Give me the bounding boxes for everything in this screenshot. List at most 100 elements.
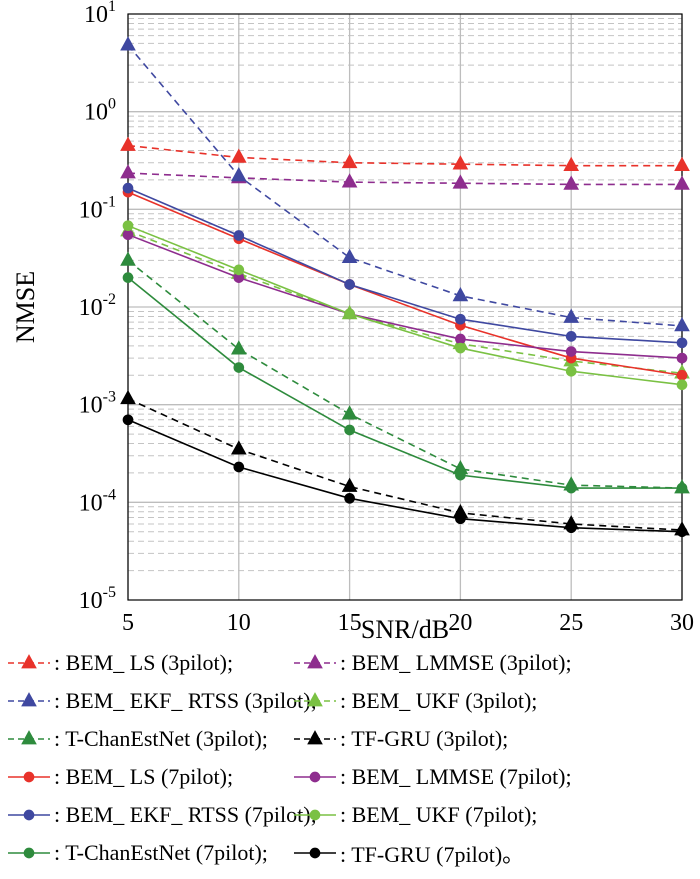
- data-point-circle: [344, 279, 355, 290]
- legend-item: : TF-GRU (3pilot);: [292, 722, 508, 756]
- legend-item: : T-ChanEstNet (3pilot);: [6, 722, 268, 756]
- data-point-circle: [676, 526, 688, 538]
- data-point-circle: [23, 771, 35, 783]
- legend-swatch: [294, 692, 336, 707]
- legend-label: : T-ChanEstNet (3pilot);: [54, 726, 268, 751]
- series-line: [127, 419, 683, 533]
- data-point-triangle: [230, 148, 247, 163]
- legend-swatch: [8, 809, 50, 821]
- data-point-circle: [344, 492, 355, 504]
- data-point-triangle: [674, 175, 690, 190]
- series-3: [120, 36, 690, 332]
- data-point-triangle: [230, 440, 247, 455]
- data-point-circle: [344, 424, 355, 436]
- data-point-circle: [233, 264, 245, 276]
- data-point-triangle: [563, 175, 580, 190]
- data-point-triangle: [230, 167, 247, 182]
- data-point-triangle: [341, 405, 358, 420]
- data-point-circle: [455, 469, 466, 481]
- data-point-triangle: [452, 286, 469, 302]
- data-point-circle: [344, 308, 355, 320]
- y-tick-label: 10-3: [79, 389, 116, 419]
- x-tick-label: 25: [559, 610, 583, 636]
- data-point-circle: [23, 809, 35, 821]
- legend-row: : BEM_ EKF_ RTSS (3pilot);: BEM_ UKF (3p…: [0, 684, 700, 718]
- data-point-circle: [233, 362, 245, 373]
- x-tick-label: 5: [122, 610, 134, 636]
- legend-label: : T-ChanEstNet (7pilot);: [54, 840, 268, 865]
- data-point-circle: [676, 379, 688, 391]
- data-point-circle: [676, 369, 688, 381]
- legend-row: : T-ChanEstNet (3pilot); : TF-GRU (3pilot…: [0, 722, 700, 756]
- data-point-circle: [676, 482, 688, 494]
- data-point-triangle: [120, 389, 136, 405]
- plot-frame: [127, 13, 683, 601]
- data-point-circle: [455, 513, 466, 525]
- legend-item: : BEM_ UKF (7pilot);: [292, 798, 537, 832]
- data-point-triangle: [452, 174, 469, 189]
- data-point-triangle: [230, 340, 247, 355]
- data-point-triangle: [563, 308, 580, 323]
- data-point-triangle: [307, 730, 323, 745]
- legend-label: : BEM_ LS (3pilot);: [54, 650, 234, 675]
- data-point-circle: [455, 333, 466, 345]
- series-5: [120, 251, 690, 494]
- data-point-triangle: [120, 136, 136, 151]
- series-line: [127, 187, 683, 344]
- data-point-circle: [122, 220, 134, 232]
- data-point-triangle: [307, 692, 323, 707]
- data-point-triangle: [21, 692, 37, 707]
- legend-item: : BEM_ LS (7pilot);: [6, 760, 233, 794]
- data-point-triangle: [674, 317, 690, 332]
- legend-item: : BEM_ LS (3pilot);: [6, 646, 233, 680]
- series-line: [127, 276, 682, 489]
- series-1: [120, 136, 690, 172]
- series-8: [122, 229, 688, 364]
- axis-ticks: 5 10 15 20 25 30 10-5 10-4 10-3 10-2 10-1 100 101: [79, 0, 694, 636]
- y-tick-label: 10-2: [79, 291, 116, 321]
- legend-swatch: [8, 654, 50, 669]
- y-tick-label: 10-5: [79, 584, 116, 614]
- nmse-chart: 5 10 15 20 25 30 10-5 10-4 10-3 10-2 10-1 100 101 NM…: [11, 0, 694, 644]
- legend-swatch: [294, 809, 336, 821]
- x-axis-label: SNR/dB: [361, 615, 449, 644]
- legend-row: : BEM_ LS (3pilot); : BEM_ LMMSE (3pilot)…: [0, 646, 700, 680]
- data-point-triangle: [341, 248, 358, 264]
- data-point-circle: [309, 809, 321, 821]
- series-2: [120, 164, 690, 190]
- x-tick-label: 20: [448, 610, 472, 636]
- legend-label: : BEM_ LS (7pilot);: [54, 764, 234, 789]
- legend-swatch: [8, 847, 50, 859]
- data-point-circle: [122, 182, 134, 194]
- y-tick-label: 100: [84, 96, 116, 126]
- data-point-triangle: [674, 156, 690, 172]
- data-point-circle: [122, 229, 134, 241]
- legend-swatch: [8, 771, 50, 783]
- y-tick-label: 10-4: [79, 486, 116, 516]
- y-tick-label: 101: [84, 0, 116, 28]
- legend-swatch: [294, 730, 336, 745]
- x-tick-label: 30: [670, 610, 694, 636]
- data-point-triangle: [21, 730, 37, 745]
- series-4: [120, 222, 690, 379]
- legend-label: : BEM_ UKF (3pilot);: [340, 688, 538, 713]
- minor-grid: [128, 17, 682, 572]
- legend-row: : BEM_ EKF_ RTSS (7pilot); : BEM_ UKF (7p…: [0, 798, 700, 832]
- data-point-triangle: [563, 156, 580, 172]
- legend-item: : BEM_ LMMSE (3pilot);: [292, 646, 572, 680]
- legend-item: : BEM_ LMMSE (7pilot);: [292, 760, 572, 794]
- data-point-triangle: [341, 153, 358, 169]
- data-point-circle: [455, 313, 466, 325]
- series-line: [127, 398, 683, 531]
- data-point-circle: [309, 771, 321, 783]
- data-point-triangle: [21, 654, 37, 669]
- legend-item: : BEM_ EKF_ RTSS (7pilot);: [6, 798, 317, 832]
- series-6: [120, 389, 690, 536]
- x-tick-label: 15: [338, 610, 362, 636]
- legend-row: : BEM_ LS (7pilot); : BEM_ LMMSE (7pilot)…: [0, 760, 700, 794]
- legend-label: : BEM_ UKF (7pilot);: [340, 802, 538, 827]
- legend-item: : T-ChanEstNet (7pilot);: [6, 836, 268, 870]
- series-line: [127, 224, 683, 386]
- series-10: [122, 220, 688, 391]
- series-11: [122, 272, 688, 494]
